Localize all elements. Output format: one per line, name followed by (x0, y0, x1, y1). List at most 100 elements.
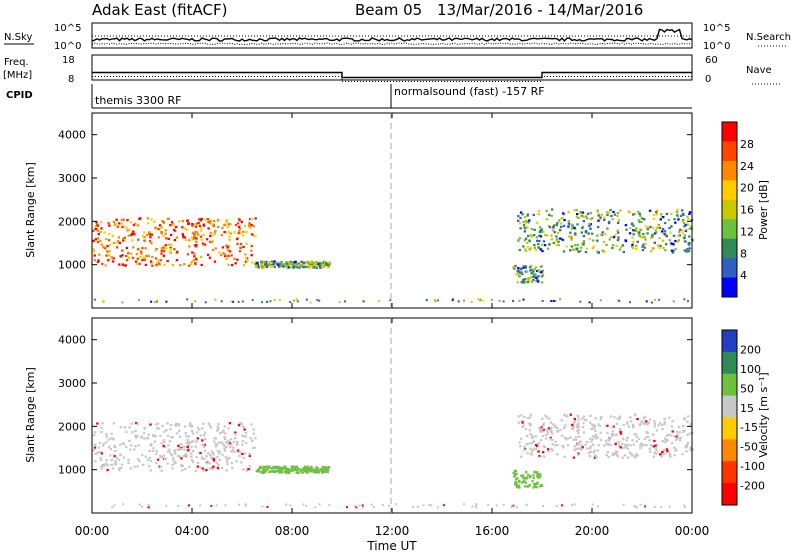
scatter-cell (222, 252, 225, 255)
scatter-cell (110, 257, 113, 260)
velocity-cbar-label: Velocity [m s⁻¹] (757, 372, 770, 457)
scatter-cell (194, 234, 197, 237)
scatter-cell (245, 242, 248, 245)
scatter-cell (183, 467, 187, 470)
scatter-cell (688, 432, 692, 435)
scatter-cell (229, 446, 232, 449)
scatter-cell (311, 469, 314, 472)
scatter-cell (644, 422, 648, 425)
scatter-cell (670, 425, 673, 428)
scatter-cell (559, 225, 563, 228)
scatter-cell (548, 417, 551, 420)
scatter-cell (579, 440, 582, 444)
scatter-cell (112, 220, 116, 224)
scatter-cell (191, 251, 194, 254)
scatter-cell (281, 468, 285, 471)
scatter-cell (191, 460, 195, 463)
scatter-cell (181, 226, 184, 229)
scatter-cell (252, 432, 255, 435)
scatter-cell (216, 450, 219, 453)
scatter-cell (515, 483, 518, 486)
scatter-cell (567, 220, 570, 223)
scatter-cell (624, 224, 628, 227)
scatter-cell (599, 438, 603, 441)
scatter-cell (141, 258, 144, 262)
scatter-cell (272, 261, 276, 265)
scatter-cell (596, 234, 599, 237)
scatter-cell (595, 455, 598, 458)
scatter-cell (688, 227, 691, 230)
scatter-cell (593, 449, 596, 452)
scatter-cell (533, 246, 537, 249)
scatter-cell (116, 240, 120, 243)
scatter-cell (652, 218, 656, 221)
scatter-cell (306, 465, 310, 468)
ground-cell (210, 504, 213, 507)
scatter-cell (614, 452, 618, 455)
scatter-cell (159, 434, 162, 437)
scatter-cell (538, 231, 542, 234)
scatter-cell (682, 213, 685, 216)
scatter-cell (572, 438, 575, 441)
scatter-cell (101, 444, 105, 447)
scatter-cell (550, 238, 553, 241)
scatter-cell (280, 263, 284, 266)
scatter-cell (616, 229, 619, 232)
scatter-cell (315, 266, 318, 269)
scatter-cell (173, 248, 176, 251)
ground-cell (285, 503, 288, 506)
ground-cell (177, 504, 180, 507)
scatter-cell (205, 455, 208, 458)
date-range: 13/Mar/2016 - 14/Mar/2016 (437, 1, 643, 19)
scatter-cell (587, 232, 590, 235)
x-tick-label: 16:00 (475, 524, 510, 538)
scatter-cell (512, 266, 515, 269)
ground-cell (273, 299, 276, 301)
scatter-cell (635, 244, 638, 247)
scatter-cell (263, 466, 267, 469)
scatter-cell (677, 426, 681, 429)
power-ylabel: Slant Range [km] (24, 162, 37, 258)
ground-cell (232, 300, 235, 303)
colorbar-tick: 200 (740, 343, 761, 356)
scatter-cell (119, 443, 122, 446)
scatter-cell (136, 435, 139, 438)
scatter-cell (163, 457, 167, 461)
scatter-cell (577, 428, 580, 431)
ground-cell (293, 299, 295, 302)
colorbar-tick: -100 (740, 460, 765, 473)
scatter-cell (674, 448, 678, 451)
scatter-cell (125, 259, 129, 262)
scatter-cell (271, 467, 275, 470)
scatter-cell (615, 433, 618, 436)
scatter-cell (324, 262, 328, 265)
scatter-cell (235, 238, 239, 241)
scatter-cell (661, 451, 664, 454)
scatter-cell (214, 437, 217, 440)
scatter-cell (544, 414, 547, 417)
scatter-cell (634, 413, 637, 416)
scatter-cell (632, 213, 635, 216)
scatter-cell (178, 447, 182, 450)
scatter-cell (269, 470, 272, 473)
ground-cell (654, 506, 656, 508)
scatter-cell (323, 470, 327, 473)
scatter-cell (278, 265, 281, 268)
scatter-cell (542, 230, 545, 233)
scatter-cell (280, 467, 283, 470)
scatter-cell (212, 457, 215, 460)
scatter-cell (129, 221, 133, 224)
scatter-cell (213, 440, 216, 443)
scatter-cell (117, 236, 120, 239)
scatter-cell (274, 465, 277, 468)
scatter-cell (653, 422, 657, 425)
colorbar-tick: 12 (740, 225, 754, 238)
scatter-cell (226, 226, 229, 229)
scatter-cell (629, 444, 632, 447)
ground-cell (430, 504, 433, 507)
scatter-cell (589, 421, 592, 424)
scatter-cell (283, 465, 286, 468)
scatter-cell (585, 217, 589, 220)
scatter-cell (144, 263, 148, 266)
scatter-cell (194, 224, 197, 227)
